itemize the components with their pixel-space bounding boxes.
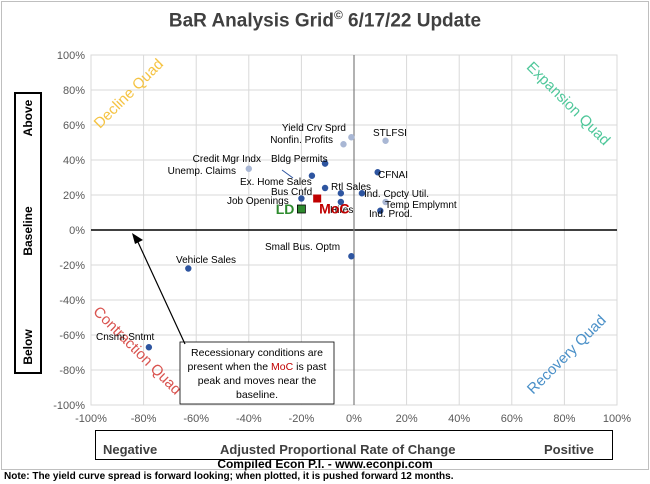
data-point xyxy=(382,198,389,206)
point-label: Nonfin. Profits xyxy=(270,135,333,146)
point-label: Bus Cnfd xyxy=(271,187,312,198)
data-point xyxy=(348,134,355,141)
data-point xyxy=(348,253,355,260)
data-point xyxy=(382,137,389,144)
quadrant-label: Expansion Quad xyxy=(523,59,613,149)
point-label: Bldg Permits xyxy=(271,154,328,165)
quadrant-label: Contraction Quad xyxy=(90,303,185,398)
annotation-span: is past xyxy=(293,361,326,373)
point-label: Ind. Prod. xyxy=(369,209,412,220)
data-point xyxy=(377,207,384,214)
y-tick-label: 100% xyxy=(57,50,85,62)
moc-label: MoC xyxy=(319,201,349,217)
chart-title: BaR Analysis Grid© 6/17/22 Update xyxy=(168,8,482,32)
point-label: Ex. Home Sales xyxy=(240,177,312,188)
compiled-credit: Compiled Econ P.I. - www.econpi.com xyxy=(217,457,433,471)
y-tick-label: -20% xyxy=(59,260,85,272)
annotation-text: Recessionary conditions are xyxy=(191,347,323,359)
x-tick-label: -100% xyxy=(75,413,107,425)
x-label-center: Adjusted Proportional Rate of Change xyxy=(220,442,456,457)
x-tick-label: 80% xyxy=(553,413,575,425)
data-point xyxy=(337,198,345,206)
data-point xyxy=(145,344,153,351)
point-label: Credit Mgr Indx xyxy=(193,154,261,165)
x-label-positive: Positive xyxy=(544,442,594,457)
quadrant-label: Recovery Quad xyxy=(524,312,610,398)
x-tick-label: -40% xyxy=(236,413,262,425)
point-label: STLFSI xyxy=(373,128,407,139)
point-label: Unemp. Claims xyxy=(168,166,236,177)
annotation-span: baseline. xyxy=(236,389,278,401)
data-point xyxy=(245,165,252,172)
x-tick-label: 100% xyxy=(603,413,631,425)
annotation-span: MoC xyxy=(271,361,294,373)
y-tick-label: 0% xyxy=(69,225,85,237)
annotation-text: present when the MoC is past xyxy=(188,361,327,373)
data-point xyxy=(185,265,192,272)
ld-label: LD xyxy=(276,201,295,217)
point-label: Hires xyxy=(330,205,353,216)
chart-frame xyxy=(1,1,649,470)
quadrant-label: Decline Quad xyxy=(91,56,167,132)
y-tick-label: 80% xyxy=(63,85,85,97)
y-tick-label: 40% xyxy=(63,155,85,167)
point-label: Cnsmr Sntmt xyxy=(96,332,155,343)
annotation-arrow-head xyxy=(132,233,143,244)
point-label: Ind. Cpcty Util. xyxy=(364,189,429,200)
data-point xyxy=(321,184,329,192)
y-tick-label: 20% xyxy=(63,190,85,202)
annotation-span: Recessionary conditions are xyxy=(191,347,323,359)
point-label: Job Openings xyxy=(227,196,289,207)
x-tick-label: 40% xyxy=(448,413,470,425)
x-tick-label: 0% xyxy=(346,413,362,425)
x-tick-label: 20% xyxy=(396,413,418,425)
annotation-span: present when the xyxy=(188,361,271,373)
point-label: Yield Crv Sprd xyxy=(282,123,346,134)
y-tick-label: -80% xyxy=(59,365,85,377)
data-point xyxy=(337,190,345,197)
point-label: Rtl Sales xyxy=(331,182,371,193)
x-tick-label: 60% xyxy=(501,413,523,425)
x-tick-label: -20% xyxy=(289,413,315,425)
y-tick-label: 60% xyxy=(63,120,85,132)
data-point xyxy=(298,195,305,202)
x-label-negative: Negative xyxy=(103,442,158,457)
point-label: Small Bus. Optm xyxy=(265,242,340,253)
point-label: Temp Emplymnt xyxy=(385,200,457,211)
footnote: Note: The yield curve spread is forward … xyxy=(4,471,454,482)
data-point xyxy=(321,160,329,167)
ld-marker xyxy=(296,204,306,214)
annotation-text: peak and moves near the xyxy=(198,375,317,387)
data-point xyxy=(358,190,366,197)
annotation-text: baseline. xyxy=(236,389,278,401)
data-point xyxy=(374,169,381,176)
label-leader-line xyxy=(281,169,294,179)
data-point xyxy=(308,172,316,179)
annotation-arrow-line xyxy=(136,239,186,345)
y-axis-label-box xyxy=(14,92,42,374)
y-tick-label: -40% xyxy=(59,295,85,307)
annotation-span: peak and moves near the xyxy=(198,375,317,387)
point-label: Vehicle Sales xyxy=(176,255,236,266)
y-tick-label: -60% xyxy=(59,330,85,342)
x-tick-label: -60% xyxy=(183,413,209,425)
x-tick-label: -80% xyxy=(131,413,157,425)
data-point xyxy=(340,141,347,148)
y-tick-label: -100% xyxy=(53,400,85,412)
moc-marker xyxy=(313,194,322,203)
point-label: CFNAI xyxy=(378,170,408,181)
annotation-box xyxy=(179,341,335,405)
x-axis-label-box xyxy=(95,430,613,460)
